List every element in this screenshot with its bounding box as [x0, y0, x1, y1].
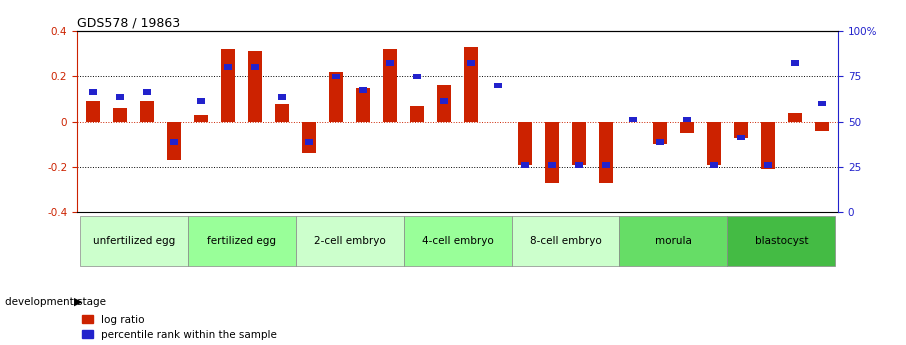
FancyBboxPatch shape: [188, 216, 295, 266]
Text: development stage: development stage: [5, 297, 105, 307]
Bar: [656, 139, 664, 145]
Bar: [330, 72, 342, 122]
Bar: [818, 101, 825, 106]
Text: 8-cell embryo: 8-cell embryo: [530, 236, 602, 246]
Bar: [764, 162, 772, 168]
Bar: [683, 117, 690, 122]
Text: unfertilized egg: unfertilized egg: [92, 236, 175, 246]
Bar: [275, 104, 289, 122]
Bar: [521, 162, 529, 168]
Legend: log ratio, percentile rank within the sample: log ratio, percentile rank within the sa…: [82, 315, 277, 340]
Bar: [761, 122, 775, 169]
Bar: [710, 162, 718, 168]
Bar: [464, 47, 477, 122]
Bar: [170, 139, 178, 145]
Bar: [333, 73, 340, 79]
Text: 2-cell embryo: 2-cell embryo: [313, 236, 385, 246]
Bar: [113, 108, 127, 122]
Text: fertilized egg: fertilized egg: [207, 236, 276, 246]
Bar: [360, 87, 367, 93]
Text: blastocyst: blastocyst: [755, 236, 808, 246]
Bar: [680, 122, 694, 133]
Bar: [140, 101, 154, 122]
Text: 4-cell embryo: 4-cell embryo: [421, 236, 494, 246]
Bar: [602, 162, 610, 168]
Bar: [195, 115, 207, 122]
Bar: [518, 122, 532, 165]
Bar: [278, 94, 286, 100]
FancyBboxPatch shape: [295, 216, 403, 266]
Bar: [86, 101, 100, 122]
Bar: [251, 65, 259, 70]
Bar: [90, 89, 97, 95]
Bar: [413, 73, 420, 79]
Bar: [791, 60, 799, 66]
Bar: [737, 135, 745, 140]
Bar: [708, 122, 720, 165]
Bar: [548, 162, 555, 168]
FancyBboxPatch shape: [728, 216, 835, 266]
Bar: [653, 122, 667, 145]
Bar: [303, 122, 316, 154]
FancyBboxPatch shape: [80, 216, 188, 266]
Bar: [410, 106, 424, 122]
Bar: [356, 88, 370, 122]
Bar: [788, 113, 802, 122]
FancyBboxPatch shape: [620, 216, 728, 266]
Bar: [168, 122, 181, 160]
Bar: [248, 51, 262, 122]
Bar: [575, 162, 583, 168]
Bar: [143, 89, 151, 95]
FancyBboxPatch shape: [512, 216, 620, 266]
Bar: [467, 60, 475, 66]
Bar: [440, 98, 448, 104]
Bar: [225, 65, 232, 70]
Text: ▶: ▶: [74, 297, 82, 307]
Bar: [386, 60, 394, 66]
Bar: [573, 122, 585, 165]
Bar: [221, 49, 235, 122]
Bar: [495, 82, 502, 88]
Bar: [116, 94, 124, 100]
Bar: [305, 139, 313, 145]
Text: GDS578 / 19863: GDS578 / 19863: [77, 17, 180, 30]
Bar: [545, 122, 559, 183]
Bar: [815, 122, 829, 131]
Bar: [198, 98, 205, 104]
Bar: [629, 117, 637, 122]
Bar: [438, 86, 451, 122]
Bar: [599, 122, 612, 183]
Bar: [734, 122, 747, 138]
Bar: [383, 49, 397, 122]
Text: morula: morula: [655, 236, 692, 246]
FancyBboxPatch shape: [403, 216, 512, 266]
